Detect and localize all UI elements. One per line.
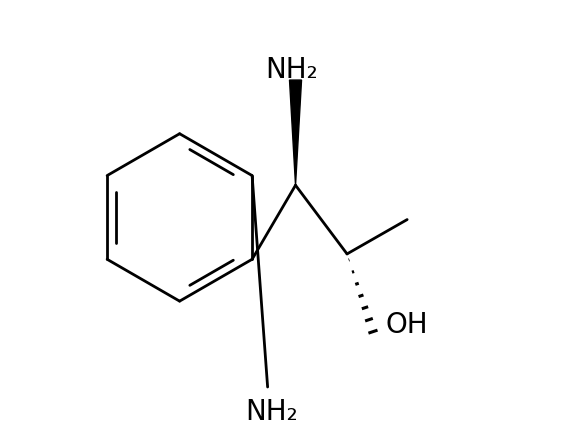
Polygon shape bbox=[289, 80, 301, 185]
Text: NH₂: NH₂ bbox=[246, 398, 298, 426]
Text: NH₂: NH₂ bbox=[265, 56, 318, 85]
Text: OH: OH bbox=[386, 311, 429, 339]
